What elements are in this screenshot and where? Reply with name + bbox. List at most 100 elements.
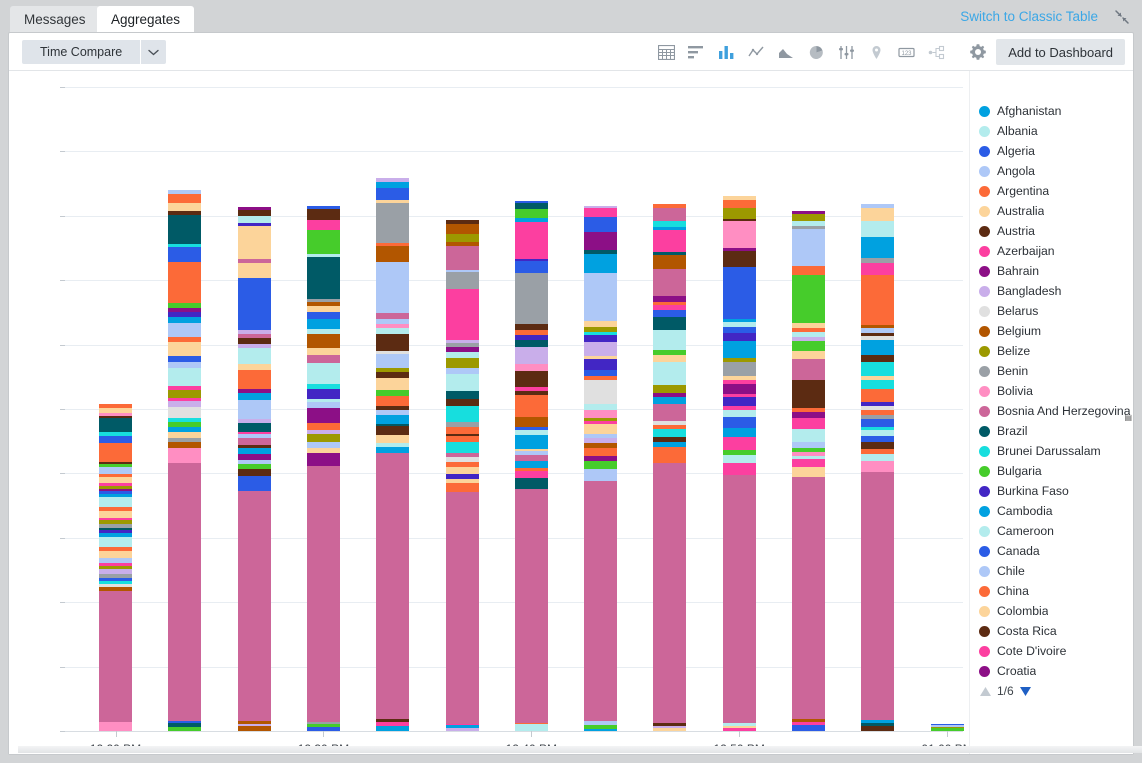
- bar-segment[interactable]: [445, 452, 479, 457]
- chart-bar[interactable]: [445, 219, 479, 731]
- bar-segment[interactable]: [168, 261, 202, 304]
- tree-node-icon[interactable]: [921, 39, 951, 65]
- bar-segment[interactable]: [930, 726, 964, 729]
- bar-segment[interactable]: [306, 302, 340, 307]
- bar-segment[interactable]: [792, 328, 825, 333]
- legend-item[interactable]: Australia: [970, 201, 1133, 221]
- bar-segment[interactable]: [861, 220, 895, 233]
- bar-segment[interactable]: [584, 460, 618, 470]
- bar-segment[interactable]: [99, 473, 132, 477]
- chart-bar[interactable]: [930, 723, 964, 731]
- bar-segment[interactable]: [376, 323, 410, 329]
- bar-segment[interactable]: [722, 200, 756, 209]
- bar-segment[interactable]: [514, 203, 548, 210]
- bar-segment[interactable]: [168, 390, 202, 398]
- legend-scroll-handle[interactable]: ▤: [1124, 413, 1132, 422]
- bar-segment[interactable]: [306, 333, 340, 349]
- bar-segment[interactable]: [653, 349, 687, 355]
- chart-bar[interactable]: [99, 403, 132, 731]
- bar-segment[interactable]: [861, 426, 895, 430]
- bar-segment[interactable]: [237, 720, 271, 724]
- bar-segment[interactable]: [653, 722, 687, 726]
- bar-segment[interactable]: [722, 221, 756, 249]
- bar-segment[interactable]: [376, 431, 410, 436]
- bar-segment[interactable]: [722, 406, 756, 410]
- bar-segment[interactable]: [99, 407, 132, 414]
- legend-item[interactable]: Azerbaijan: [970, 241, 1133, 261]
- bar-segment[interactable]: [99, 574, 132, 578]
- legend-item[interactable]: Cambodia: [970, 501, 1133, 521]
- bar-segment[interactable]: [584, 217, 618, 229]
- legend-item[interactable]: Brunei Darussalam: [970, 441, 1133, 461]
- bar-segment[interactable]: [99, 435, 132, 444]
- bar-segment[interactable]: [376, 199, 410, 204]
- horizontal-bar-chart-icon[interactable]: [681, 39, 711, 65]
- bar-segment[interactable]: [861, 332, 895, 336]
- bar-segment[interactable]: [306, 441, 340, 448]
- bar-segment[interactable]: [168, 441, 202, 448]
- legend-item[interactable]: Angola: [970, 161, 1133, 181]
- bar-segment[interactable]: [237, 723, 271, 726]
- bar-segment[interactable]: [722, 409, 756, 418]
- chart-bar[interactable]: [514, 201, 548, 731]
- bar-segment[interactable]: [445, 723, 479, 726]
- bar-segment[interactable]: [237, 259, 271, 264]
- bar-segment[interactable]: [445, 466, 479, 475]
- bar-segment[interactable]: [722, 454, 756, 463]
- bar-segment[interactable]: [376, 188, 410, 200]
- bar-segment[interactable]: [376, 319, 410, 324]
- bar-segment[interactable]: [514, 324, 548, 330]
- switch-to-classic-table-link[interactable]: Switch to Classic Table: [960, 9, 1098, 24]
- bar-segment[interactable]: [584, 331, 618, 336]
- bar-segment[interactable]: [722, 322, 756, 328]
- bar-segment[interactable]: [861, 472, 895, 721]
- bar-segment[interactable]: [376, 354, 410, 368]
- bar-segment[interactable]: [445, 241, 479, 246]
- bar-segment[interactable]: [930, 723, 964, 725]
- chart-bar[interactable]: [792, 211, 825, 731]
- bar-segment[interactable]: [376, 177, 410, 183]
- bar-segment[interactable]: [792, 418, 825, 422]
- bar-segment[interactable]: [584, 253, 618, 273]
- bar-segment[interactable]: [861, 258, 895, 263]
- pie-chart-icon[interactable]: [801, 39, 831, 65]
- bar-segment[interactable]: [168, 202, 202, 212]
- bar-segment[interactable]: [237, 418, 271, 424]
- bar-segment[interactable]: [445, 373, 479, 392]
- bar-segment[interactable]: [376, 415, 410, 424]
- bar-segment[interactable]: [653, 421, 687, 425]
- bar-segment[interactable]: [792, 225, 825, 229]
- bar-segment[interactable]: [168, 311, 202, 318]
- bar-segment[interactable]: [722, 267, 756, 320]
- bar-segment[interactable]: [376, 409, 410, 416]
- bar-segment[interactable]: [306, 384, 340, 389]
- bar-segment[interactable]: [861, 414, 895, 420]
- bar-segment[interactable]: [237, 226, 271, 260]
- bar-segment[interactable]: [514, 387, 548, 392]
- bar-segment[interactable]: [792, 476, 825, 719]
- bar-segment[interactable]: [376, 426, 410, 432]
- bar-segment[interactable]: [237, 222, 271, 227]
- bar-segment[interactable]: [168, 726, 202, 731]
- bar-segment[interactable]: [792, 452, 825, 456]
- bar-segment[interactable]: [99, 403, 132, 408]
- bar-segment[interactable]: [584, 438, 618, 443]
- bar-segment[interactable]: [99, 569, 132, 575]
- bar-segment[interactable]: [722, 327, 756, 333]
- bar-segment[interactable]: [306, 418, 340, 424]
- number-icon[interactable]: 123: [891, 39, 921, 65]
- legend-item[interactable]: Brazil: [970, 421, 1133, 441]
- bar-segment[interactable]: [445, 442, 479, 453]
- bar-segment[interactable]: [653, 227, 687, 230]
- bar-segment[interactable]: [722, 417, 756, 429]
- bar-segment[interactable]: [722, 195, 756, 201]
- bar-segment[interactable]: [722, 319, 756, 323]
- bar-segment[interactable]: [306, 401, 340, 409]
- bar-segment[interactable]: [584, 228, 618, 232]
- bar-segment[interactable]: [376, 718, 410, 722]
- bar-segment[interactable]: [584, 375, 618, 381]
- bar-segment[interactable]: [445, 391, 479, 399]
- column-chart-icon[interactable]: [711, 39, 741, 65]
- bar-segment[interactable]: [237, 491, 271, 721]
- legend-item[interactable]: Afghanistan: [970, 101, 1133, 121]
